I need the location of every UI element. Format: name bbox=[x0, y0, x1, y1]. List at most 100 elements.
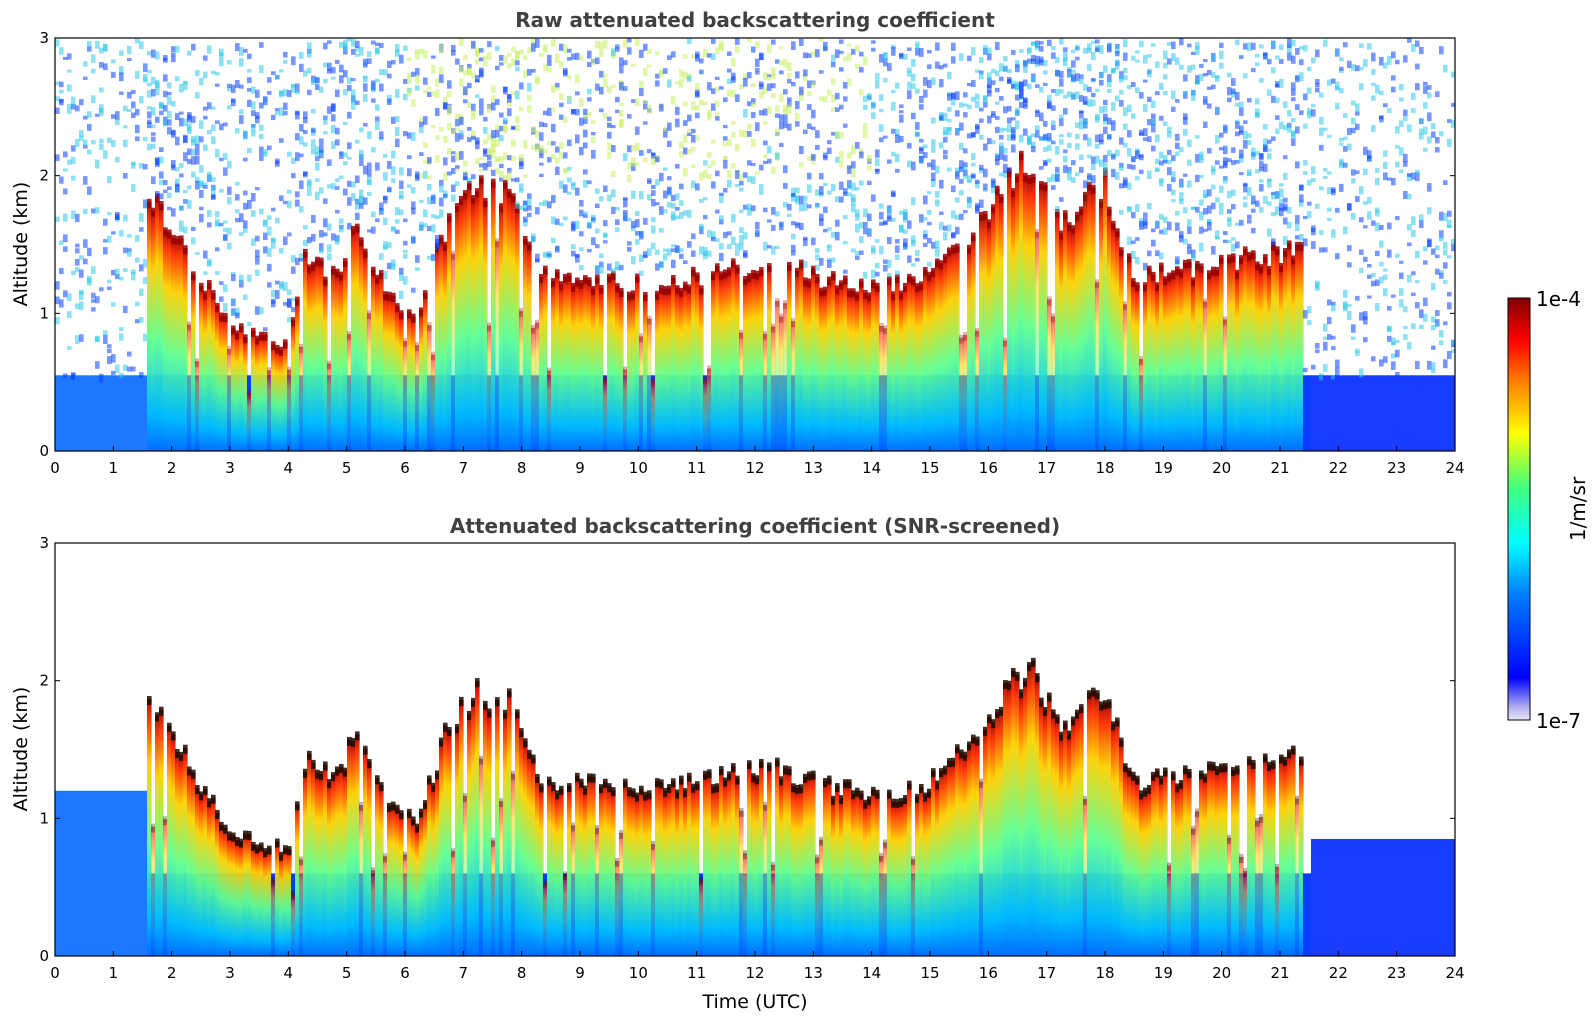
noise-speckle bbox=[471, 110, 476, 116]
noise-speckle bbox=[123, 139, 128, 148]
noise-speckle bbox=[1215, 75, 1220, 79]
noise-speckle bbox=[111, 140, 116, 148]
noise-speckle bbox=[1171, 41, 1176, 50]
cloud-top-cell bbox=[359, 237, 364, 247]
noise-speckle bbox=[1015, 64, 1020, 73]
cloud-top-cell bbox=[383, 853, 388, 863]
noise-speckle bbox=[807, 155, 812, 161]
cloud-top-cell bbox=[811, 265, 816, 275]
noise-speckle bbox=[583, 169, 588, 175]
noise-speckle bbox=[59, 176, 64, 184]
noise-speckle bbox=[1231, 160, 1236, 166]
noise-speckle bbox=[415, 255, 420, 263]
time-column bbox=[1331, 78, 1336, 451]
noise-speckle bbox=[611, 84, 616, 89]
noise-speckle bbox=[539, 202, 544, 206]
noise-speckle bbox=[1411, 271, 1416, 276]
noise-speckle bbox=[795, 121, 800, 127]
noise-speckle bbox=[639, 150, 644, 156]
noise-speckle bbox=[379, 137, 384, 141]
noise-speckle bbox=[1287, 110, 1292, 117]
x-tick-label: 16 bbox=[979, 459, 998, 477]
noise-speckle bbox=[1447, 291, 1452, 297]
noise-speckle bbox=[811, 154, 816, 161]
time-column bbox=[1315, 49, 1320, 451]
noise-speckle bbox=[875, 158, 880, 167]
noise-speckle bbox=[1323, 127, 1328, 131]
noise-speckle bbox=[943, 112, 948, 121]
cloud-top-cell bbox=[415, 342, 420, 352]
noise-speckle bbox=[1107, 88, 1112, 93]
noise-speckle bbox=[491, 149, 496, 159]
noise-speckle bbox=[143, 277, 148, 284]
time-column bbox=[479, 755, 484, 956]
time-column bbox=[207, 45, 212, 451]
time-column bbox=[443, 96, 448, 451]
noise-speckle bbox=[971, 47, 976, 56]
noise-speckle bbox=[527, 193, 532, 199]
noise-speckle bbox=[767, 74, 772, 78]
boundary-layer-cell bbox=[1351, 375, 1356, 451]
time-column bbox=[775, 59, 780, 451]
noise-speckle bbox=[827, 244, 832, 248]
noise-speckle bbox=[75, 243, 80, 248]
noise-speckle bbox=[899, 224, 904, 232]
noise-speckle bbox=[391, 226, 396, 230]
cloud-column bbox=[259, 845, 264, 956]
cloud-column bbox=[187, 324, 192, 451]
noise-speckle bbox=[751, 205, 756, 212]
time-column bbox=[251, 841, 256, 956]
noise-speckle bbox=[219, 123, 224, 131]
noise-speckle bbox=[619, 264, 624, 271]
noise-speckle bbox=[1395, 372, 1400, 378]
noise-speckle bbox=[599, 41, 604, 50]
cloud-column bbox=[615, 286, 620, 451]
cloud-top-cell bbox=[555, 790, 560, 800]
cloud-column bbox=[367, 313, 372, 451]
noise-speckle bbox=[791, 233, 796, 240]
noise-speckle bbox=[683, 260, 688, 265]
cloud-column bbox=[1291, 258, 1296, 451]
cloud-top-cell bbox=[1083, 191, 1088, 201]
noise-speckle bbox=[763, 108, 768, 116]
noise-speckle bbox=[635, 162, 640, 167]
noise-speckle bbox=[131, 269, 136, 274]
time-column bbox=[283, 51, 288, 451]
noise-speckle bbox=[407, 75, 412, 85]
cloud-column bbox=[743, 279, 748, 451]
cloud-top-cell bbox=[403, 338, 408, 348]
noise-speckle bbox=[1067, 91, 1072, 98]
cloud-top-cell bbox=[847, 288, 852, 298]
noise-speckle bbox=[1443, 249, 1448, 256]
noise-speckle bbox=[367, 179, 372, 185]
noise-speckle bbox=[251, 101, 256, 110]
noise-speckle bbox=[595, 57, 600, 65]
noise-speckle bbox=[567, 75, 572, 80]
noise-speckle bbox=[1223, 145, 1228, 155]
noise-speckle bbox=[1439, 131, 1444, 137]
time-column bbox=[551, 782, 556, 956]
noise-speckle bbox=[291, 254, 296, 263]
cloud-column bbox=[215, 305, 220, 451]
time-column bbox=[447, 80, 452, 451]
time-column bbox=[555, 790, 560, 956]
noise-speckle bbox=[75, 258, 80, 266]
noise-speckle bbox=[843, 191, 848, 196]
noise-speckle bbox=[1127, 236, 1132, 246]
time-column bbox=[1147, 54, 1152, 451]
cloud-top-cell bbox=[1067, 222, 1072, 232]
x-tick-label: 20 bbox=[1212, 459, 1231, 477]
noise-speckle bbox=[887, 216, 892, 222]
noise-speckle bbox=[583, 213, 588, 218]
noise-speckle bbox=[1207, 148, 1212, 154]
noise-speckle bbox=[523, 219, 528, 227]
cloud-column bbox=[843, 278, 848, 451]
noise-speckle bbox=[1427, 85, 1432, 90]
noise-speckle bbox=[863, 208, 868, 218]
noise-speckle bbox=[103, 239, 108, 243]
cloud-column bbox=[255, 847, 260, 956]
noise-speckle bbox=[815, 49, 820, 58]
noise-speckle bbox=[259, 102, 264, 109]
noise-speckle bbox=[231, 98, 236, 107]
noise-speckle bbox=[999, 63, 1004, 72]
